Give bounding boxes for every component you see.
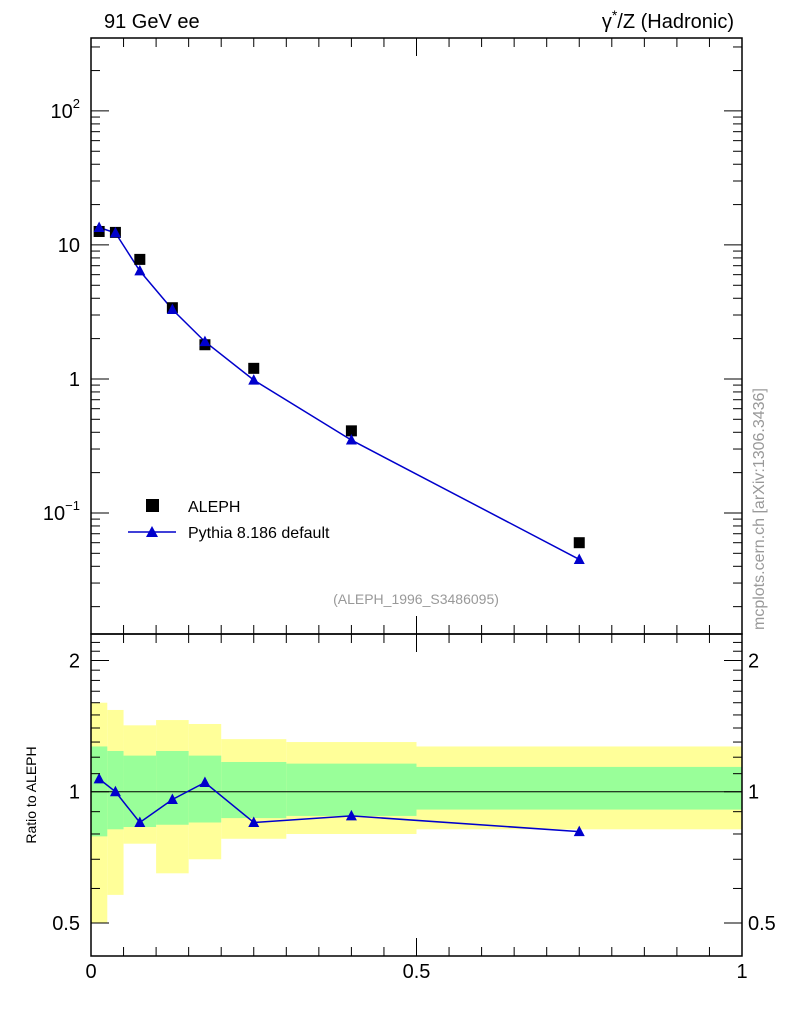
mc-point-marker bbox=[109, 226, 121, 238]
x-tick-label: 1 bbox=[736, 961, 747, 983]
data-point-marker bbox=[134, 253, 146, 265]
main-y-tick-label: 10 bbox=[58, 235, 80, 257]
main-y-tick-label: 10−1 bbox=[43, 498, 80, 525]
ratio-mc-marker bbox=[248, 816, 260, 828]
ratio-mc-marker bbox=[93, 772, 105, 784]
legend: ALEPH Pythia 8.186 default bbox=[128, 499, 330, 542]
mc-point-marker bbox=[93, 221, 105, 232]
ratio-y-tick-label-left: 2 bbox=[69, 650, 80, 672]
plot-title-right: γ*/Z (Hadronic) bbox=[602, 7, 734, 33]
data-point-marker bbox=[573, 537, 585, 549]
ratio-y-tick-label-right: 1 bbox=[748, 782, 759, 804]
ratio-mc-marker bbox=[199, 776, 211, 787]
data-point-marker bbox=[248, 362, 260, 374]
data-point-marker bbox=[345, 425, 357, 437]
ratio-y-tick-label-left: 1 bbox=[69, 782, 80, 804]
ratio-y-axis-label: Ratio to ALEPH bbox=[23, 746, 39, 843]
mc-point-marker bbox=[166, 303, 178, 314]
ratio-mc-marker bbox=[166, 793, 178, 804]
ratio-plot-panel: 2 2 1 1 0.5 0.5 0 0.5 1 Ratio to ALEPH bbox=[23, 633, 776, 983]
ratio-inner-band bbox=[156, 750, 189, 825]
plot-title-left: 91 GeV ee bbox=[104, 11, 200, 33]
ratio-inner-band bbox=[286, 763, 417, 816]
ratio-y-tick-label-right: 2 bbox=[748, 650, 759, 672]
mc-point-marker bbox=[134, 264, 146, 276]
x-tick-label: 0 bbox=[85, 961, 96, 983]
main-plot-panel: 102 10 1 10−1 (ALEPH_1996_S3486095) bbox=[43, 37, 743, 635]
mc-point-marker bbox=[573, 553, 585, 564]
analysis-label: (ALEPH_1996_S3486095) bbox=[333, 591, 499, 607]
main-y-tick-label: 102 bbox=[51, 96, 80, 123]
main-y-tick-label: 1 bbox=[69, 369, 80, 391]
x-tick-label: 0.5 bbox=[403, 961, 431, 983]
mc-point-marker bbox=[199, 335, 211, 347]
ratio-inner-band bbox=[416, 766, 742, 810]
ratio-mc-line bbox=[98, 778, 580, 833]
ratio-y-tick-label-right: 0.5 bbox=[748, 913, 776, 935]
mc-point-marker bbox=[345, 434, 357, 445]
legend-mc-label: Pythia 8.186 default bbox=[188, 525, 330, 542]
mc-point-marker bbox=[248, 374, 260, 385]
ratio-mc-marker bbox=[134, 816, 146, 828]
ratio-inner-band bbox=[221, 761, 287, 819]
ratio-y-tick-label-left: 0.5 bbox=[52, 913, 80, 935]
main-frame bbox=[90, 37, 743, 635]
ratio-inner-band bbox=[188, 755, 222, 823]
mc-series-line bbox=[98, 226, 580, 561]
legend-mc-marker bbox=[146, 526, 158, 537]
legend-data-marker bbox=[146, 499, 159, 512]
ratio-mc-marker bbox=[345, 809, 357, 821]
legend-data-label: ALEPH bbox=[188, 499, 240, 516]
ratio-mc-marker bbox=[109, 785, 121, 797]
ratio-mc-marker bbox=[573, 825, 585, 837]
side-credit-label: mcplots.cern.ch [arXiv:1306.3436] bbox=[751, 388, 768, 630]
